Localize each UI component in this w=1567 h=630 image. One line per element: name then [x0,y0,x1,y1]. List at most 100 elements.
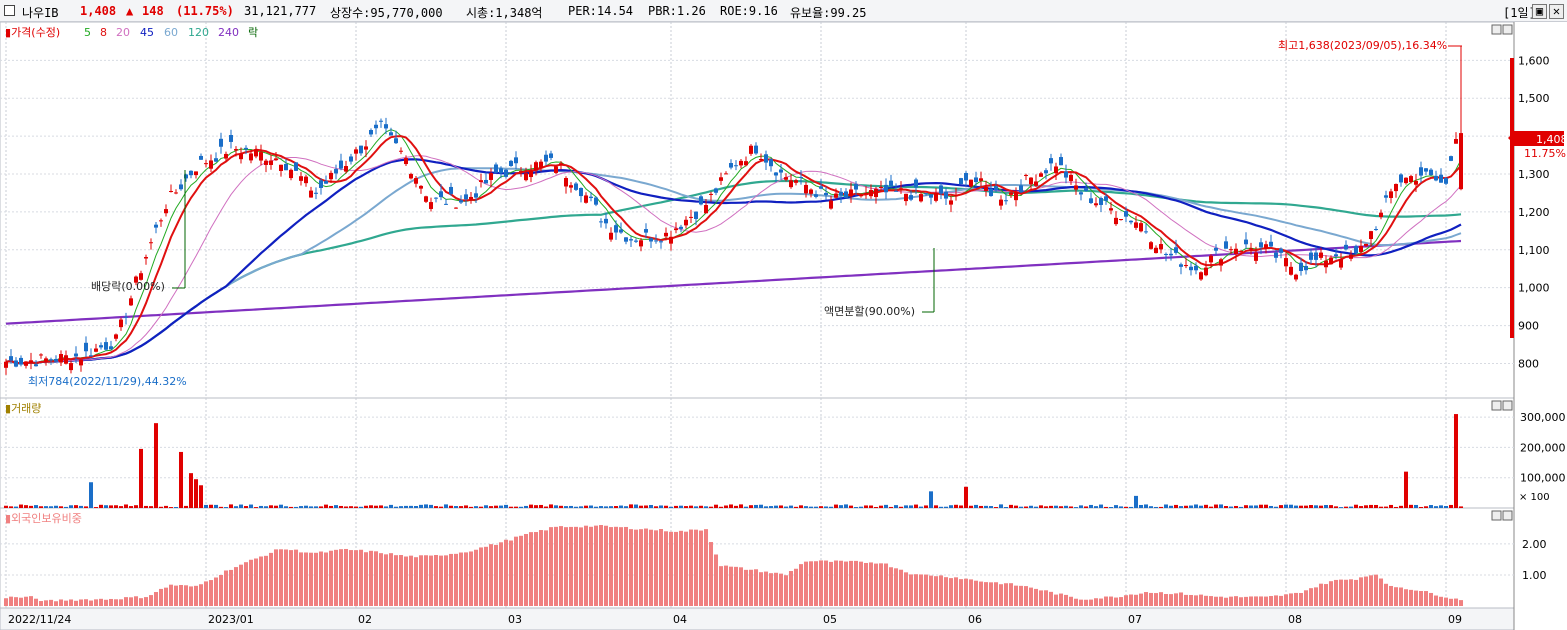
candle-body [114,334,118,339]
foreign-bar [1089,599,1093,606]
volume-bar [794,506,798,508]
volume-panel[interactable] [0,397,1515,509]
volume-bar [159,506,163,508]
stock-chart[interactable]: 800 900 1,000 1,100 1,200 1,300 1,500 1,600 100,… [0,22,1567,630]
select-checkbox[interactable] [4,5,15,16]
foreign-bar [1189,594,1193,606]
foreign-bar [874,563,878,606]
foreign-bar [1284,594,1288,606]
maximize-button[interactable]: ▣ [1532,4,1547,19]
candle-body [434,197,438,199]
candle-body [939,185,943,194]
foreign-bar [654,530,658,606]
volume-bar [559,505,563,508]
volume-bar [609,506,613,508]
foreign-bar [1404,589,1408,606]
price-panel[interactable] [0,22,1515,399]
candle-body [1269,241,1273,247]
foreign-bar [844,561,848,606]
volume-bar [394,506,398,508]
close-button[interactable]: ✕ [1549,4,1564,19]
split-annotation: 액면분할(90.00%) [824,305,915,318]
candle-body [704,205,708,214]
candle-body [1164,253,1168,255]
volume-bar [474,506,478,508]
candle-body [1324,260,1328,268]
candle-body [1079,192,1083,195]
candle-body [1014,191,1018,201]
candle-body [429,202,433,209]
volume-bar [1259,504,1263,508]
foreign-bar [1294,592,1298,606]
candle-body [879,186,883,188]
foreign-bar [1304,590,1308,606]
candle-body [349,156,353,162]
volume-bar [259,505,263,508]
candle-body [1214,247,1218,251]
foreign-bar [104,599,108,606]
candle-body [1059,157,1063,166]
foreign-bar [154,592,158,606]
volume-bar [594,506,598,508]
foreign-bar [1044,590,1048,606]
volume-bar [139,448,143,508]
foreign-bar [1129,594,1133,606]
candle-body [234,149,238,151]
foreign-bar [1074,598,1078,606]
candle-body [969,179,973,187]
foreign-bar [544,530,548,606]
candle-body [789,180,793,188]
volume-bar [964,486,968,508]
foreign-bar [254,558,258,606]
volume-bar [1174,504,1178,508]
foreign-bar [1039,590,1043,606]
volume-bar [1369,504,1373,508]
volume-bar [774,505,778,508]
volume-bar [224,507,228,508]
foreign-bar [1224,597,1228,606]
candle-body [139,273,143,280]
foreign-bar [1199,594,1203,606]
foreign-panel-buttons[interactable] [1491,510,1513,521]
candle-body [79,359,83,366]
foreign-bar [149,595,153,606]
foreign-bar [1274,595,1278,606]
legend-ma240: 240 [218,26,239,39]
foreign-bar [589,526,593,606]
volume-bar [1459,506,1463,508]
volume-bar [1239,506,1243,508]
foreign-bar [229,569,233,606]
ma5-line [5,129,1462,365]
foreign-bar [834,560,838,606]
volume-bar [44,506,48,508]
volume-bar [509,506,513,508]
foreign-bar [1234,596,1238,606]
candle-body [919,194,923,202]
candle-body [1074,185,1078,190]
foreign-bar [759,572,763,606]
foreign-bar [1049,591,1053,606]
foreign-bar [364,552,368,606]
volume-bar [709,506,713,508]
candle-body [59,354,63,363]
volume-bar [574,506,578,508]
period-selector[interactable]: [1일] [1503,6,1536,20]
volume-bar [1189,505,1193,508]
candle-body [824,192,828,196]
candle-body [99,345,103,348]
foreign-bar [1389,585,1393,606]
volume-bar [544,506,548,508]
candle-body [494,164,498,173]
legend-ma45: 45 [140,26,154,39]
foreign-bar [704,529,708,606]
volume-bar [1219,504,1223,508]
volume-bar [344,506,348,508]
volume-panel-buttons[interactable] [1491,400,1513,411]
foreign-bar [699,530,703,606]
candle-body [249,153,253,161]
volume-bar [784,506,788,508]
foreign-bar [24,596,28,606]
foreign-bar [1319,583,1323,606]
volume-bar [144,505,148,508]
price-panel-buttons[interactable] [1491,24,1513,35]
